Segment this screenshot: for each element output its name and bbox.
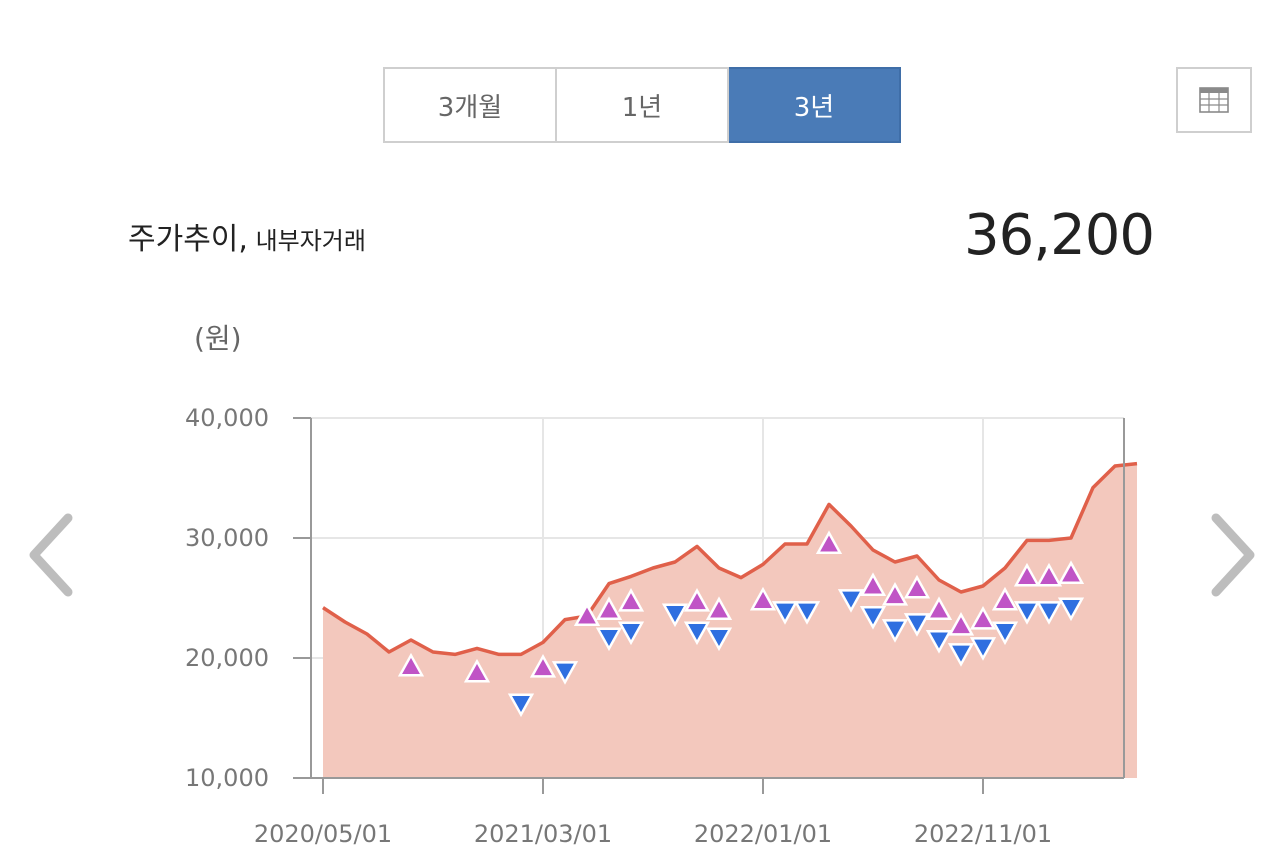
y-tick-label: 20,000 bbox=[185, 644, 269, 672]
insider-sell-marker bbox=[1035, 601, 1063, 625]
insider-sell-marker bbox=[617, 621, 645, 646]
insider-sell-marker bbox=[1013, 601, 1041, 625]
insider-sell-marker bbox=[859, 605, 887, 630]
tab-1-year[interactable]: 1년 bbox=[557, 67, 729, 143]
insider-buy-marker bbox=[1035, 562, 1063, 587]
y-tick-label: 10,000 bbox=[185, 764, 269, 792]
insider-sell-marker bbox=[991, 621, 1019, 646]
insider-buy-marker bbox=[991, 586, 1019, 611]
x-tick-label: 2021/03/01 bbox=[474, 820, 612, 848]
insider-buy-marker bbox=[1013, 562, 1041, 587]
insider-sell-marker bbox=[683, 621, 711, 646]
insider-sell-marker bbox=[837, 589, 865, 613]
tab-3-years[interactable]: 3년 bbox=[729, 67, 901, 143]
current-price: 36,200 bbox=[964, 203, 1155, 268]
insider-buy-marker bbox=[705, 596, 733, 621]
insider-buy-marker bbox=[573, 602, 601, 627]
insider-sell-marker bbox=[705, 627, 733, 652]
insider-buy-marker bbox=[947, 612, 975, 636]
insider-buy-marker bbox=[903, 574, 931, 599]
insider-buy-marker bbox=[683, 588, 711, 612]
insider-buy-marker bbox=[859, 572, 887, 597]
table-icon bbox=[1199, 87, 1229, 113]
insider-sell-marker bbox=[771, 601, 799, 625]
insider-buy-marker bbox=[1057, 560, 1085, 585]
y-tick-label: 30,000 bbox=[185, 524, 269, 552]
table-view-button[interactable] bbox=[1176, 67, 1252, 133]
insider-sell-marker bbox=[507, 693, 535, 718]
chart-title-main: 주가추이, bbox=[128, 222, 248, 257]
chart-title: 주가추이, 내부자거래 bbox=[128, 214, 366, 258]
insider-sell-marker bbox=[595, 627, 623, 652]
period-tabs: 3개월 1년 3년 bbox=[383, 67, 901, 143]
y-tick-label: 40,000 bbox=[185, 404, 269, 432]
price-chart: 40,000 30,000 20,000 10,000 2020/05/01 2021/0… bbox=[185, 404, 1138, 848]
insider-sell-marker bbox=[1057, 597, 1085, 622]
price-line bbox=[322, 461, 1138, 657]
x-tick-label: 2022/01/01 bbox=[694, 820, 832, 848]
insider-sell-marker bbox=[925, 629, 953, 654]
tab-3-months[interactable]: 3개월 bbox=[383, 67, 557, 143]
insider-buy-marker bbox=[463, 658, 491, 683]
insider-buy-marker bbox=[881, 582, 909, 606]
insider-buy-marker bbox=[749, 586, 777, 611]
insider-buy-marker bbox=[925, 596, 953, 621]
chevron-right-icon[interactable] bbox=[1200, 510, 1260, 600]
insider-buy-marker bbox=[969, 606, 997, 630]
chart-title-sub: 내부자거래 bbox=[247, 227, 366, 255]
x-tick-label: 2022/11/01 bbox=[914, 820, 1052, 848]
insider-buy-marker bbox=[815, 530, 843, 555]
insider-buy-marker bbox=[397, 652, 425, 677]
insider-sell-marker bbox=[661, 603, 689, 628]
insider-sell-marker bbox=[551, 661, 579, 685]
unit-label: (원) bbox=[194, 322, 242, 355]
insider-sell-marker bbox=[881, 619, 909, 643]
insider-buy-marker bbox=[617, 588, 645, 612]
insider-sell-marker bbox=[793, 601, 821, 625]
insider-sell-marker bbox=[947, 643, 975, 667]
insider-sell-marker bbox=[903, 613, 931, 637]
insider-buy-marker bbox=[595, 596, 623, 621]
price-area bbox=[323, 463, 1137, 778]
insider-sell-marker bbox=[969, 637, 997, 661]
chevron-left-icon[interactable] bbox=[24, 510, 84, 600]
insider-buy-marker bbox=[529, 654, 557, 678]
x-tick-label: 2020/05/01 bbox=[254, 820, 392, 848]
